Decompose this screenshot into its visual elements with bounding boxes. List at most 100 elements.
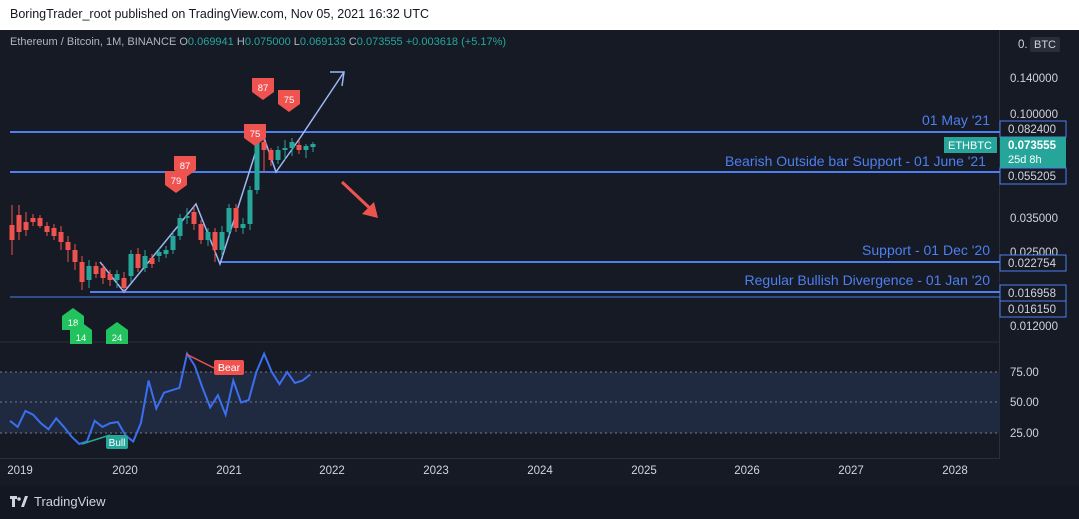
price-label-level-4: 0.016958 [1008,288,1056,300]
candle-body [86,266,92,280]
candle-body [9,225,15,240]
chart-area[interactable]: Bear Bull 87 75 75 87 79 18 [0,30,1079,486]
candle-body [296,145,302,150]
sell-signal-3[interactable]: 75 [244,124,266,146]
candle-body [212,232,218,250]
footer-bar: TradingView [0,486,1079,519]
symbol-tag: ETHBTC [948,140,992,152]
tradingview-logo-icon [10,495,28,507]
price-label-level-3: 0.022754 [1008,258,1057,270]
candle-body [93,266,99,274]
candle-body [107,274,113,280]
time-label-2019: 2019 [7,465,33,477]
arrow-head-down [362,202,378,218]
candle-body [30,218,36,222]
candle-body [240,224,246,228]
time-label-2028: 2028 [942,465,968,477]
price-label-level-5-bg [999,300,1067,318]
buy-signal-3[interactable]: 24 [106,322,128,344]
buy-signal-2[interactable]: 14 [70,322,92,344]
svg-text:24: 24 [112,333,123,344]
candle-body [44,226,50,232]
candle-body [149,258,155,264]
candle-body [128,254,134,276]
arrow-head-up [330,71,345,87]
tradingview-brand-label: TradingView [34,494,106,509]
candle-body [156,252,162,256]
time-label-2027: 2027 [838,465,864,477]
candle-body [142,256,148,268]
tradingview-brand[interactable]: TradingView [10,494,106,509]
svg-text:75: 75 [284,95,295,106]
price-tick-top: 0. [1018,39,1028,51]
symbol-tag-bg [944,137,997,153]
change-value: +0.003618 (+5.17%) [405,36,507,48]
candle-body [233,208,239,228]
price-tick-2: 0.100000 [1010,109,1058,121]
candle-body [184,216,190,218]
sell-signal-2[interactable]: 75 [278,90,300,112]
candle-body [163,250,169,254]
candle-body [219,232,225,250]
currency-badge[interactable] [1030,37,1060,52]
close-value: 0.073555 [356,36,403,48]
close-label: C [348,36,357,48]
annotation-june21[interactable]: Bearish Outside bar Support - 01 June '2… [725,153,986,169]
annotation-dec20[interactable]: Support - 01 Dec '20 [862,242,990,258]
currency-label: BTC [1034,39,1056,51]
time-label-2024: 2024 [527,465,553,477]
price-label-level-1: 0.082400 [1008,124,1056,136]
price-tick-5: 0.012000 [1010,321,1058,333]
candle-body [261,142,267,150]
svg-text:87: 87 [180,161,191,172]
low-value: 0.069133 [299,36,346,48]
candle-body [16,215,22,232]
candle-body [282,148,288,150]
time-label-2021: 2021 [216,465,242,477]
chart-canvas[interactable]: Bear Bull 87 75 75 87 79 18 [0,30,1079,486]
symbol-name: Ethereum / Bitcoin, 1M, BINANCE [10,36,177,48]
candle-body [275,150,281,160]
price-tick-3: 0.035000 [1010,213,1058,225]
annotation-may21[interactable]: 01 May '21 [922,112,990,128]
high-label: H [236,36,245,48]
time-label-2020: 2020 [112,465,138,477]
candle-body [100,268,106,278]
candle-body [58,232,64,242]
candle-body [268,150,274,160]
symbol-legend[interactable]: Ethereum / Bitcoin, 1M, BINANCE O0.06994… [10,36,506,48]
osc-tick-75: 75.00 [1010,367,1039,379]
publish-header: BoringTrader_root published on TradingVi… [0,0,1079,30]
oscillator-line[interactable] [9,351,311,446]
open-value: 0.069941 [187,36,234,48]
svg-text:87: 87 [258,83,269,94]
low-label: L [293,36,300,48]
sell-signal-1[interactable]: 87 [252,78,274,100]
time-label-2023: 2023 [423,465,449,477]
svg-text:79: 79 [171,176,182,187]
bull-divergence-line [81,434,111,445]
candle-body [170,236,176,250]
candle-body [247,190,253,224]
bear-label-bg [214,360,244,375]
price-tick-1: 0.140000 [1010,73,1058,85]
bear-divergence-line [185,353,215,369]
candle-body [205,232,211,240]
time-label-2025: 2025 [631,465,657,477]
svg-text:18: 18 [68,318,79,329]
last-price-bg [1000,137,1066,168]
time-label-2022: 2022 [319,465,345,477]
annotation-jan20[interactable]: Regular Bullish Divergence - 01 Jan '20 [745,272,991,288]
candle-body [177,218,183,236]
osc-tick-50: 50.00 [1010,397,1039,409]
candle-body [65,242,71,250]
price-label-level-2: 0.055205 [1008,171,1056,183]
projection-arrow-up[interactable] [299,71,345,139]
candle-body [121,278,127,288]
candle-body [198,224,204,240]
sell-signal-5[interactable]: 79 [165,171,187,193]
candlesticks[interactable] [9,134,316,292]
last-price: 0.073555 [1008,140,1057,152]
svg-text:75: 75 [250,129,261,140]
osc-tick-25: 25.00 [1010,428,1039,440]
